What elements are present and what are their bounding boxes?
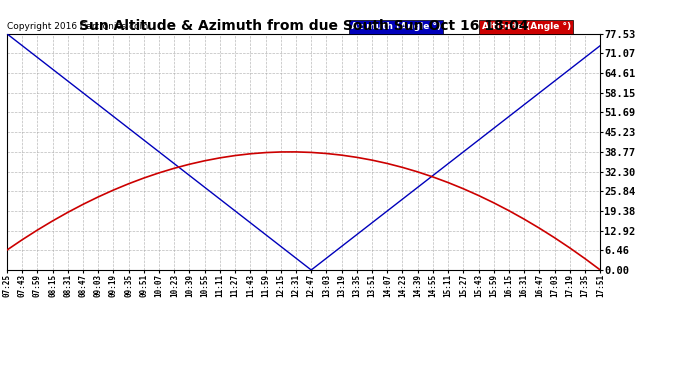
- Text: Azimuth (Angle °): Azimuth (Angle °): [351, 22, 441, 32]
- Text: Copyright 2016 Cartronics.com: Copyright 2016 Cartronics.com: [7, 22, 148, 32]
- Text: Altitude (Angle °): Altitude (Angle °): [482, 22, 571, 32]
- Title: Sun Altitude & Azimuth from due South Sun Oct 16 18:04: Sun Altitude & Azimuth from due South Su…: [79, 19, 529, 33]
